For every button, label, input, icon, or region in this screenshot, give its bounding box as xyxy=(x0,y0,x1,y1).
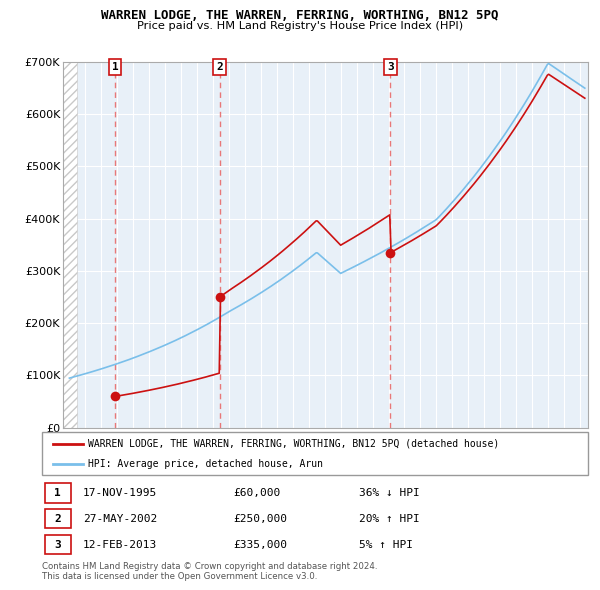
Text: 2: 2 xyxy=(216,62,223,72)
Text: 17-NOV-1995: 17-NOV-1995 xyxy=(83,488,157,497)
Text: 36% ↓ HPI: 36% ↓ HPI xyxy=(359,488,419,497)
Text: 1: 1 xyxy=(55,488,61,497)
Text: 1: 1 xyxy=(112,62,119,72)
Bar xyxy=(45,509,71,529)
Text: 3: 3 xyxy=(387,62,394,72)
Text: WARREN LODGE, THE WARREN, FERRING, WORTHING, BN12 5PQ: WARREN LODGE, THE WARREN, FERRING, WORTH… xyxy=(101,9,499,22)
Text: £335,000: £335,000 xyxy=(233,540,287,549)
Text: 5% ↑ HPI: 5% ↑ HPI xyxy=(359,540,413,549)
Bar xyxy=(45,535,71,555)
Text: 27-MAY-2002: 27-MAY-2002 xyxy=(83,514,157,523)
Text: HPI: Average price, detached house, Arun: HPI: Average price, detached house, Arun xyxy=(88,460,323,469)
Text: £250,000: £250,000 xyxy=(233,514,287,523)
Text: Contains HM Land Registry data © Crown copyright and database right 2024.
This d: Contains HM Land Registry data © Crown c… xyxy=(42,562,377,581)
Text: Price paid vs. HM Land Registry's House Price Index (HPI): Price paid vs. HM Land Registry's House … xyxy=(137,21,463,31)
Text: 12-FEB-2013: 12-FEB-2013 xyxy=(83,540,157,549)
Text: 20% ↑ HPI: 20% ↑ HPI xyxy=(359,514,419,523)
Bar xyxy=(45,483,71,503)
Text: 3: 3 xyxy=(55,540,61,549)
Text: 2: 2 xyxy=(55,514,61,523)
Text: £60,000: £60,000 xyxy=(233,488,280,497)
Text: WARREN LODGE, THE WARREN, FERRING, WORTHING, BN12 5PQ (detached house): WARREN LODGE, THE WARREN, FERRING, WORTH… xyxy=(88,439,500,449)
